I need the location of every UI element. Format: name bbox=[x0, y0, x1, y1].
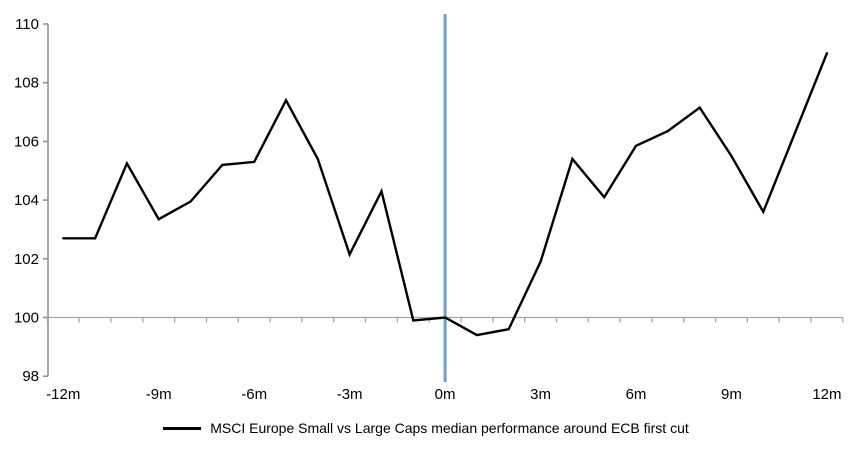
series-line bbox=[62, 52, 829, 337]
y-axis-tick-label: 102 bbox=[14, 251, 39, 268]
y-axis-tick-label: 104 bbox=[14, 192, 39, 209]
y-axis-tick-label: 110 bbox=[15, 16, 39, 33]
x-axis-tick-label: -6m bbox=[241, 386, 267, 403]
x-axis-tick-label: 12m bbox=[812, 386, 841, 403]
legend-label: MSCI Europe Small vs Large Caps median p… bbox=[210, 420, 689, 436]
x-axis-tick-label: -12m bbox=[46, 386, 80, 403]
x-axis-tick-label: -9m bbox=[146, 386, 172, 403]
legend: MSCI Europe Small vs Large Caps median p… bbox=[0, 417, 852, 439]
y-axis-tick-label: 106 bbox=[14, 133, 39, 150]
y-axis-tick-label: 108 bbox=[14, 75, 39, 92]
x-axis-tick-label: 0m bbox=[435, 386, 456, 403]
y-axis-tick-label: 98 bbox=[22, 368, 39, 385]
legend-line-swatch bbox=[163, 426, 202, 430]
x-axis-tick-label: 6m bbox=[626, 386, 647, 403]
y-axis: 98 100 102 104 106 108 110 bbox=[14, 16, 49, 385]
x-axis-tick-label: -3m bbox=[337, 386, 363, 403]
y-axis-tick-label: 100 bbox=[14, 310, 39, 327]
x-axis-tick-label: 3m bbox=[530, 386, 551, 403]
series-polyline bbox=[62, 52, 829, 337]
x-axis-tick-label: 9m bbox=[721, 386, 742, 403]
